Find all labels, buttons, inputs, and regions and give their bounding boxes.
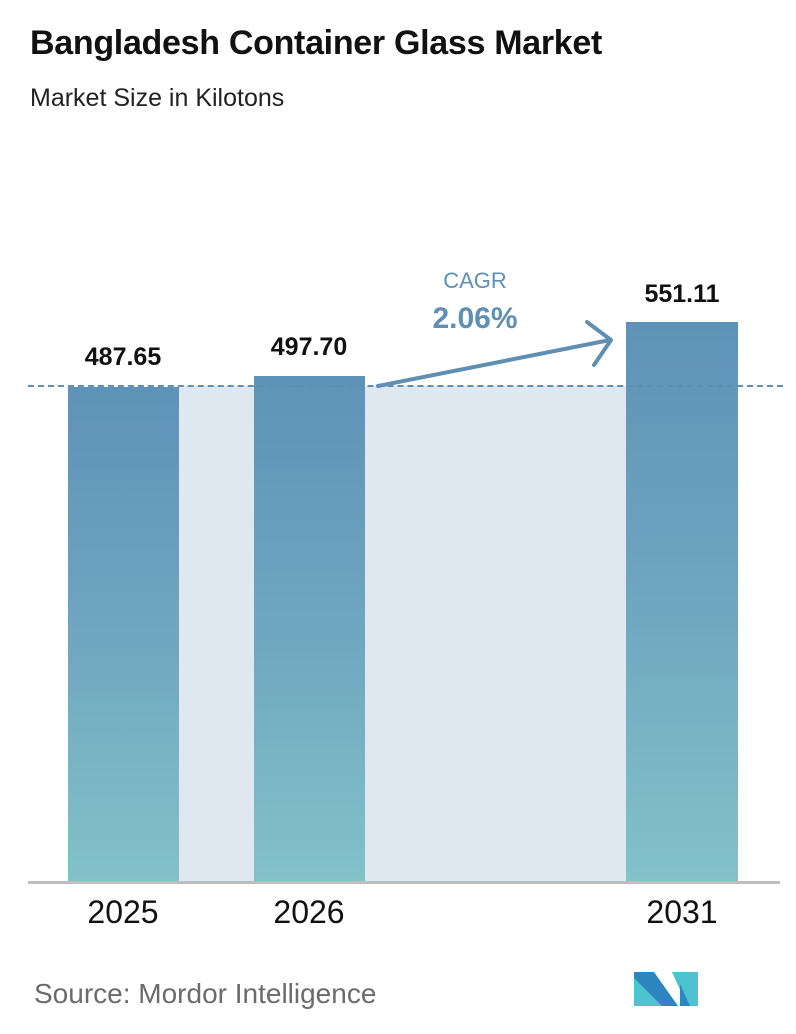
chart-title: Bangladesh Container Glass Market — [30, 24, 603, 62]
value-label-2025: 487.65 — [84, 343, 162, 371]
source-text: Source: Mordor Intelligence — [34, 978, 377, 1009]
x-label-2031: 2031 — [646, 894, 718, 930]
x-label-2026: 2026 — [273, 894, 345, 930]
value-label-2026: 497.70 — [270, 333, 348, 361]
reference-dashed-line — [28, 385, 783, 387]
x-axis-line — [28, 881, 780, 884]
value-label-2031: 551.11 — [644, 280, 720, 308]
mordor-intelligence-logo-icon — [634, 972, 698, 1006]
cagr-value: 2.06% — [432, 302, 518, 335]
x-label-2025: 2025 — [87, 894, 159, 930]
cagr-label: CAGR — [443, 268, 507, 293]
bar-2025 — [68, 387, 179, 882]
background-band — [179, 386, 254, 882]
bar-2026 — [254, 376, 365, 882]
bar-2031 — [626, 322, 738, 882]
background-band — [365, 386, 626, 882]
chart-subtitle: Market Size in Kilotons — [30, 84, 285, 112]
